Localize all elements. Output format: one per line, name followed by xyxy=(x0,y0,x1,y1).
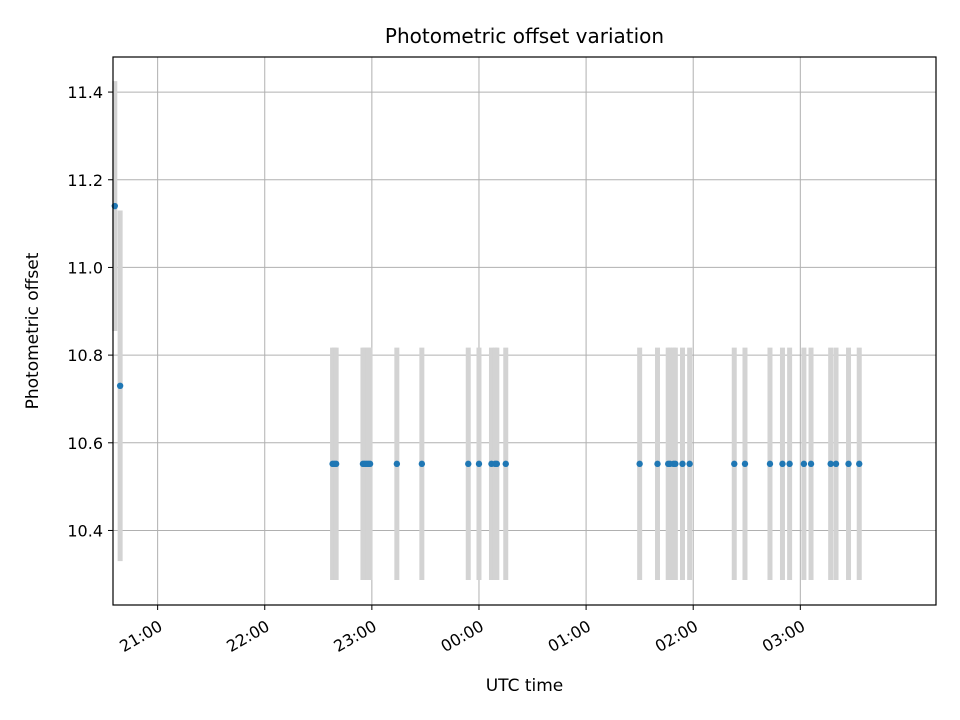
data-point xyxy=(779,460,786,468)
data-point xyxy=(786,460,793,468)
data-point xyxy=(502,460,509,468)
x-axis-label: UTC time xyxy=(486,676,564,696)
plot-frame xyxy=(112,56,937,606)
data-point xyxy=(366,460,374,468)
y-tick-label: 10.4 xyxy=(67,521,103,540)
data-point xyxy=(672,460,679,468)
y-tick-label: 11.0 xyxy=(67,258,103,277)
data-point xyxy=(731,460,738,468)
data-point xyxy=(832,460,840,468)
data-point xyxy=(766,460,774,468)
data-point xyxy=(856,460,863,468)
data-point xyxy=(493,460,501,468)
y-tick-label: 11.2 xyxy=(67,171,103,190)
y-tick-label: 10.6 xyxy=(67,434,103,453)
y-axis-ticks: 10.4 10.6 10.8 11.0 11.2 11.4 xyxy=(67,83,113,540)
data-points xyxy=(111,202,863,468)
data-point xyxy=(845,460,852,468)
data-point xyxy=(827,460,834,468)
data-point xyxy=(418,460,426,468)
y-tick-label: 11.4 xyxy=(67,83,103,102)
y-axis-label: Photometric offset xyxy=(23,252,43,409)
data-point xyxy=(679,460,686,468)
data-point xyxy=(116,382,124,389)
data-point xyxy=(807,460,815,468)
data-point xyxy=(686,460,693,468)
data-point xyxy=(475,460,483,468)
data-point xyxy=(465,460,472,468)
data-point xyxy=(393,460,401,468)
data-point xyxy=(332,460,340,468)
grid xyxy=(113,57,936,605)
data-point xyxy=(654,460,661,468)
data-point xyxy=(741,460,749,468)
y-tick-label: 10.8 xyxy=(67,346,103,365)
data-point xyxy=(800,460,808,468)
data-point xyxy=(636,460,643,468)
chart-title: Photometric offset variation xyxy=(385,24,664,48)
